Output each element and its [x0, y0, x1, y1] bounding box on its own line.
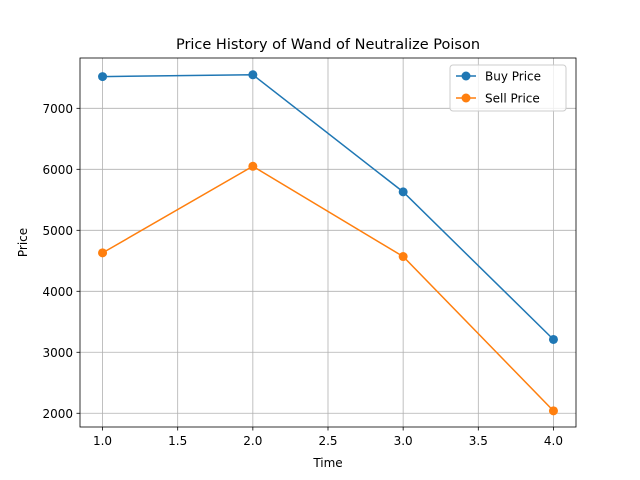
y-tick-label: 4000 — [42, 285, 73, 299]
legend-label: Buy Price — [485, 70, 541, 84]
y-tick-label: 7000 — [42, 102, 73, 116]
x-tick-label: 3.5 — [469, 434, 488, 448]
x-tick-label: 1.5 — [168, 434, 187, 448]
series-group — [98, 70, 558, 416]
chart-title: Price History of Wand of Neutralize Pois… — [176, 37, 480, 53]
data-point — [398, 252, 408, 262]
series-line — [102, 74, 554, 341]
x-tick-label: 3.0 — [394, 434, 413, 448]
series-1 — [98, 161, 558, 416]
legend: Buy Price Sell Price — [449, 64, 567, 112]
y-tick-label: 3000 — [42, 346, 73, 360]
y-tick-label: 6000 — [42, 163, 73, 177]
data-point — [398, 187, 408, 197]
ticks: 1.0 1.5 2.0 2.5 3.0 3.5 4.0 2000 3000 4000 5000 600… — [42, 102, 563, 448]
data-point — [548, 334, 558, 344]
legend-marker — [461, 71, 471, 81]
legend-item: Buy Price — [456, 70, 541, 84]
legend-item: Sell Price — [456, 92, 540, 106]
data-point — [98, 72, 108, 82]
y-axis-label: Price — [16, 228, 30, 257]
x-tick-label: 2.0 — [243, 434, 262, 448]
legend-label: Sell Price — [485, 92, 540, 106]
y-tick-label: 2000 — [42, 407, 73, 421]
data-point — [548, 406, 558, 416]
y-tick-label: 5000 — [42, 224, 73, 238]
series-line — [102, 165, 554, 412]
data-point — [98, 248, 108, 258]
x-tick-label: 1.0 — [93, 434, 112, 448]
data-point — [248, 161, 258, 171]
legend-marker — [461, 93, 471, 103]
data-point — [248, 70, 258, 80]
grid — [80, 58, 576, 427]
series-0 — [98, 70, 558, 344]
x-tick-label: 4.0 — [544, 434, 563, 448]
x-axis-label: Time — [312, 456, 342, 470]
legend-box — [449, 64, 567, 112]
x-tick-label: 2.5 — [318, 434, 337, 448]
